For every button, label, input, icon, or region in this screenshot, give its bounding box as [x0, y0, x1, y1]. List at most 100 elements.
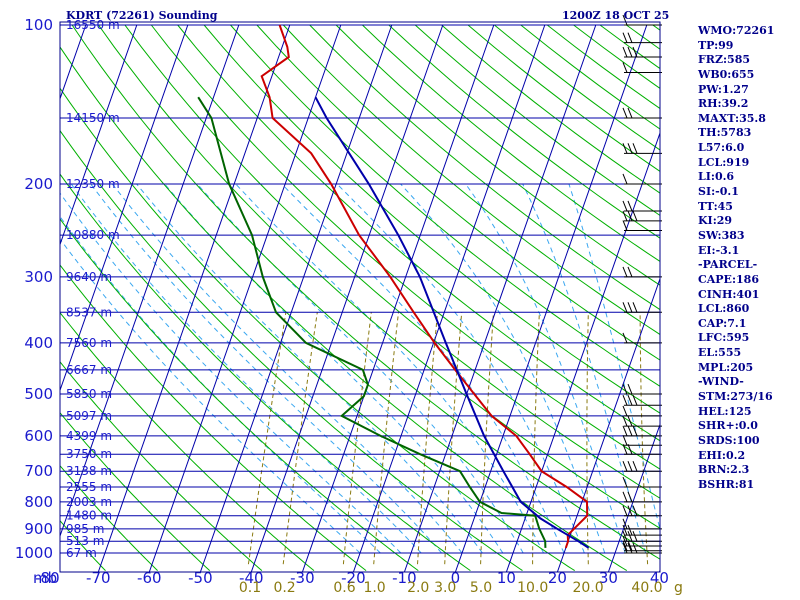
- wind-barb-flag: [622, 383, 628, 395]
- wind-barb-flag: [622, 200, 628, 212]
- wind-barb-flag: [622, 461, 628, 472]
- wind-barb: [622, 14, 662, 26]
- wind-barb-flag: [622, 425, 628, 437]
- parcel-trace: [314, 96, 590, 549]
- wind-barb-flag: [632, 542, 638, 554]
- wind-barb-flag: [627, 107, 633, 119]
- isotherm-line: [556, 277, 660, 572]
- wind-barb-flag: [627, 32, 633, 43]
- wind-barb-flag: [622, 266, 628, 278]
- height-label: 16550 m: [66, 18, 120, 32]
- wind-barb-flag: [632, 531, 638, 542]
- wind-barb-flag: [627, 302, 633, 313]
- dry-adiabat-line: [60, 264, 367, 571]
- wind-barb-flag: [622, 542, 628, 554]
- height-label: 2003 m: [66, 495, 112, 509]
- isotherm-line: [403, 24, 597, 572]
- dry-adiabat-line: [60, 87, 575, 572]
- wind-barb-flag: [622, 210, 628, 222]
- wind-barb: [622, 62, 662, 73]
- pressure-tick-label: 700: [24, 462, 53, 480]
- index-item: BRN:2.3: [698, 463, 750, 477]
- temperature-trace: [260, 24, 589, 549]
- index-item: LI:0.6: [698, 170, 735, 184]
- height-label: 1480 m: [66, 509, 112, 523]
- moist-adiabat-line: [281, 183, 565, 554]
- height-labels: 16550 m 14150 m 12350 m 10880 m 9640 m 8537 m…: [66, 18, 120, 560]
- isotherm-line: [148, 24, 342, 572]
- isotherm-line: [352, 24, 546, 572]
- index-item: CAPE:186: [698, 272, 759, 286]
- wind-barb: [622, 425, 662, 437]
- wind-barb-flag: [622, 332, 628, 344]
- index-item: EL:555: [698, 346, 742, 360]
- temperature-tick-label: 40: [650, 569, 669, 587]
- index-item: TP:99: [698, 38, 734, 52]
- height-label: 985 m: [66, 522, 104, 536]
- index-item: WMO:72261: [698, 24, 775, 37]
- index-item: SHR+:0.0: [698, 419, 758, 433]
- wind-barb-flag: [627, 531, 633, 542]
- index-item: SI:-0.1: [698, 185, 739, 199]
- wind-barb-flag: [627, 425, 633, 437]
- dry-adiabat-line: [60, 411, 211, 571]
- isotherm-line: [607, 423, 660, 572]
- index-item: SW:383: [698, 228, 745, 242]
- temperature-tick-label: -80: [35, 569, 60, 587]
- index-item: TH:5783: [698, 126, 752, 140]
- wind-barb-flag: [632, 46, 638, 58]
- mixing-ratio-tick-label: 1.0: [363, 580, 385, 596]
- wind-barb: [622, 32, 662, 44]
- pressure-axis: 100 200 300 400 500 600 700 800 900 1000: [15, 16, 53, 562]
- index-item: MAXT:35.8: [698, 111, 766, 125]
- wind-barb-flag: [622, 395, 628, 406]
- temperature-tick-label: 0: [451, 569, 461, 587]
- height-label: 10880 m: [66, 228, 120, 242]
- wind-barb-flag: [632, 302, 638, 313]
- temperature-tick-label: -50: [188, 569, 213, 587]
- wind-barb: [622, 383, 662, 395]
- index-item: -PARCEL-: [698, 258, 758, 272]
- dry-adiabat-line: [230, 24, 660, 387]
- isotherm-line: [301, 24, 495, 572]
- dry-adiabat-line: [282, 24, 660, 336]
- height-label: 3138 m: [66, 464, 112, 478]
- wind-barb-flag: [627, 542, 633, 554]
- moist-adiabat-line: [70, 183, 422, 554]
- wind-barb-flag: [627, 540, 633, 551]
- isobars: [60, 24, 660, 554]
- dry-adiabat-line: [203, 24, 660, 414]
- height-label: 8537 m: [66, 305, 112, 319]
- dry-adiabat-line: [60, 464, 158, 571]
- dry-adiabat-line: [150, 24, 660, 470]
- temperature-tick-label: -40: [239, 569, 264, 587]
- dry-adiabat-line: [124, 24, 660, 499]
- wind-barb-flag: [622, 535, 628, 547]
- dry-adiabat-line: [60, 361, 263, 571]
- wind-barb-flag: [622, 531, 628, 542]
- wind-barb: [622, 332, 662, 344]
- dry-adiabat-line: [0, 25, 53, 571]
- height-label: 5097 m: [66, 409, 112, 423]
- wind-barb-flag: [622, 32, 628, 43]
- index-item: TT:45: [698, 199, 733, 213]
- wind-barb-flag: [622, 444, 628, 455]
- wind-barb-flag: [632, 425, 638, 437]
- pressure-tick-label: 400: [24, 334, 53, 352]
- isotherm-line: [250, 24, 444, 572]
- wind-barb: [622, 173, 662, 185]
- isotherm-line: [454, 24, 648, 572]
- mixing-ratio-tick-label: 0.1: [239, 580, 261, 596]
- wind-barb: [622, 461, 662, 472]
- height-label: 6667 m: [66, 363, 112, 377]
- index-item: KI:29: [698, 214, 733, 228]
- height-label: 5850 m: [66, 387, 112, 401]
- wind-barb: [622, 540, 662, 552]
- wind-barb-flag: [622, 505, 628, 516]
- temperature-tick-label: -60: [137, 569, 162, 587]
- wind-barb-flag: [627, 415, 633, 427]
- isotherms: [60, 24, 660, 572]
- dry-adiabat-line: [60, 218, 419, 572]
- mixing-ratio-axis: 0.1 0.2 0.6 1.0 2.0 3.0 5.0 10.0 20.0 40.0 g: [239, 580, 683, 596]
